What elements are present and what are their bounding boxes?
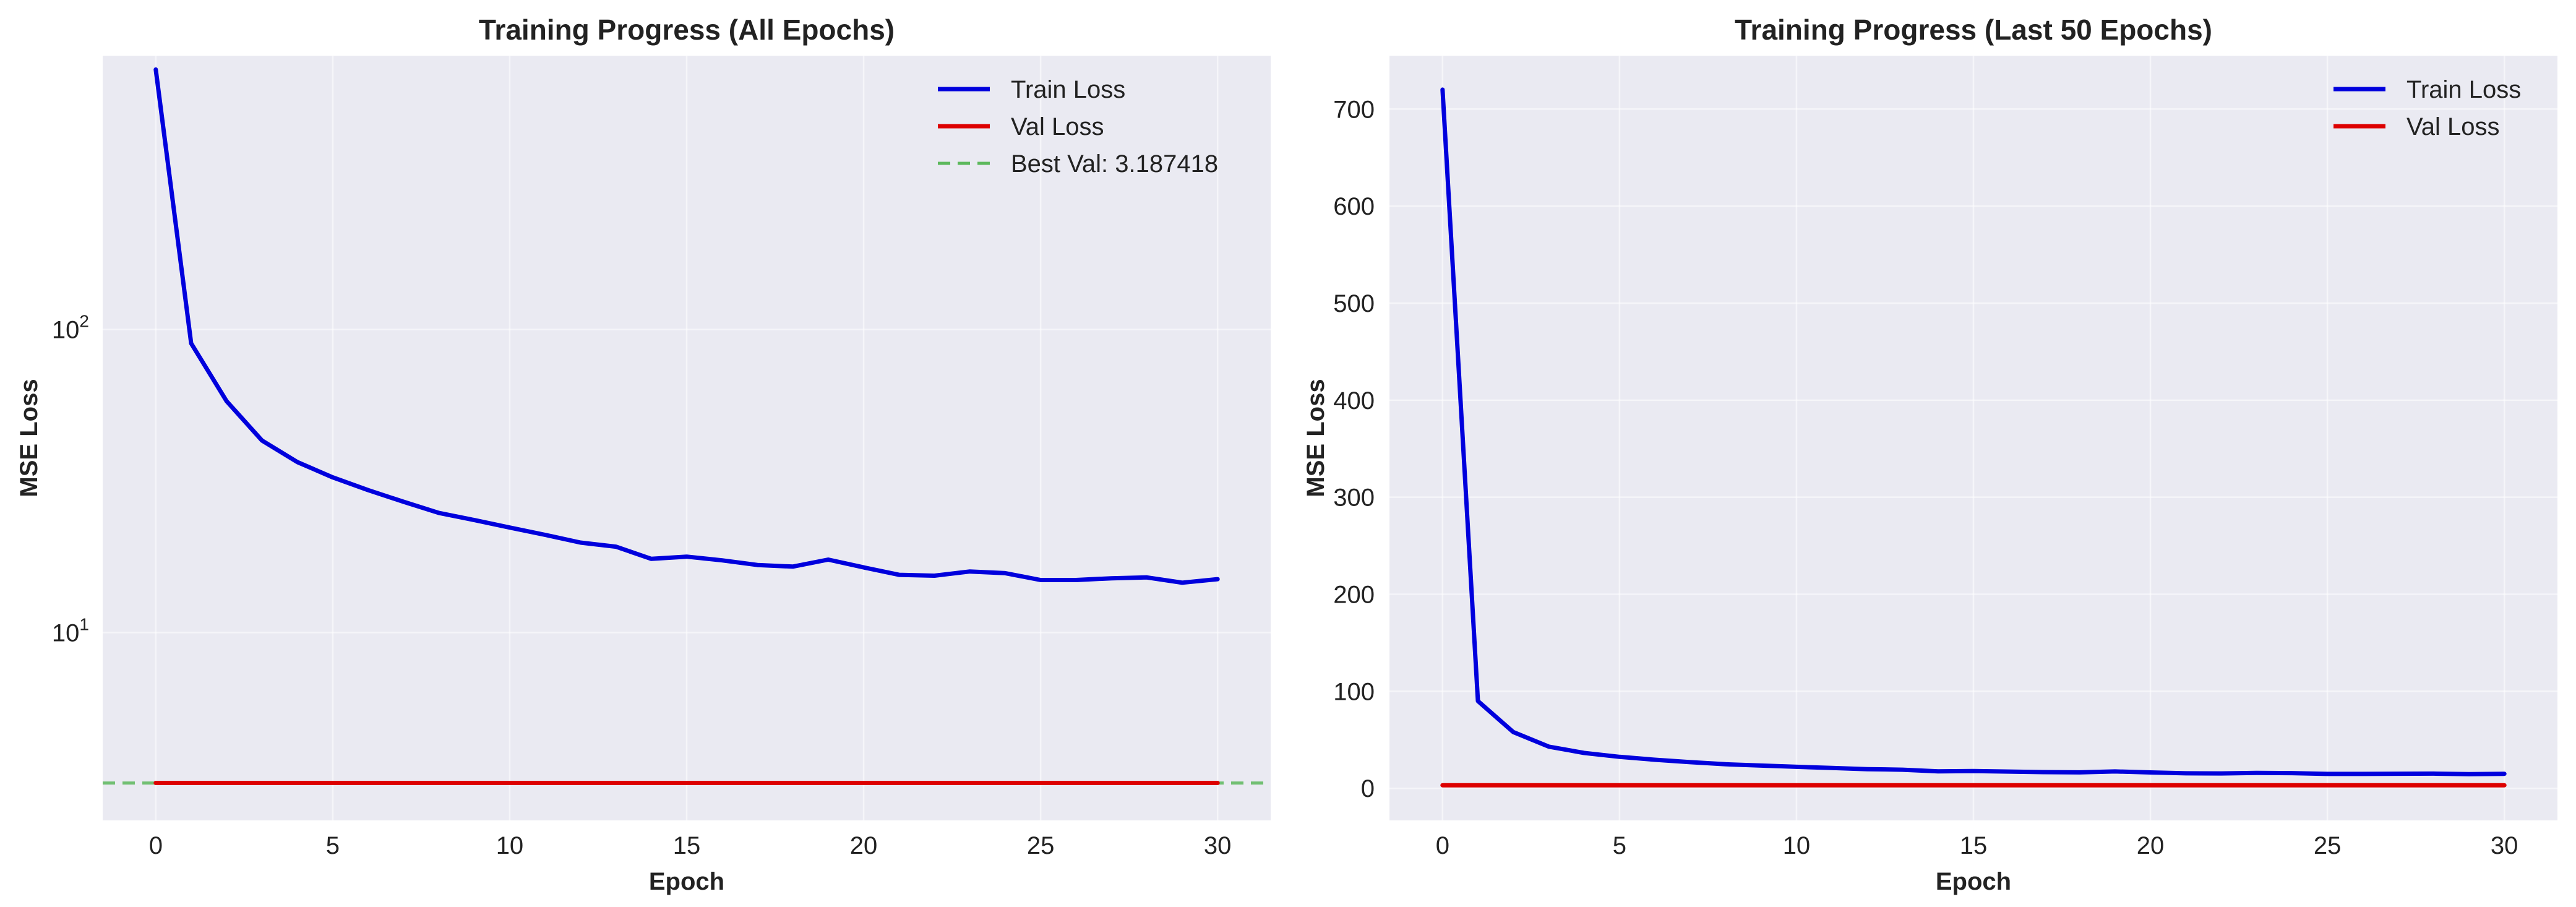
x-tick-label: 10	[1783, 832, 1811, 859]
y-tick-label: 700	[1333, 96, 1375, 123]
chart-title: Training Progress (Last 50 Epochs)	[1735, 14, 2212, 46]
x-tick-label: 0	[149, 832, 163, 859]
x-tick-label: 5	[326, 832, 340, 859]
legend-label: Val Loss	[2406, 113, 2499, 140]
legend: Train Loss Val Loss Best Val: 3.187418	[938, 76, 1218, 178]
legend-label: Best Val: 3.187418	[1011, 150, 1218, 178]
train-loss-line	[1440, 87, 2507, 776]
legend-label: Train Loss	[2406, 76, 2521, 103]
x-tick-label: 30	[2491, 832, 2518, 859]
y-tick-label: 600	[1333, 193, 1375, 220]
x-tick-label: 25	[1027, 832, 1055, 859]
x-axis-label: Epoch	[649, 868, 724, 895]
y-tick-label: 101	[52, 614, 89, 647]
y-tick-label: 400	[1333, 387, 1375, 415]
y-axis-label: MSE Loss	[1302, 379, 1329, 497]
y-axis-label: MSE Loss	[15, 379, 43, 497]
train-loss-line	[153, 67, 1220, 585]
x-tick-label: 15	[1960, 832, 1988, 859]
x-tick-label: 20	[850, 832, 878, 859]
y-tick-label: 102	[52, 311, 89, 343]
x-tick-label: 25	[2314, 832, 2342, 859]
chart-last-50-epochs: 0 5 10 15 20 25 300100200300400500600700Traini…	[1302, 14, 2557, 895]
x-tick-label: 15	[673, 832, 701, 859]
x-tick-label: 5	[1613, 832, 1626, 859]
legend: Train Loss Val Loss	[2333, 76, 2521, 140]
x-tick-label: 30	[1204, 832, 1232, 859]
legend-label: Val Loss	[1011, 113, 1104, 140]
x-tick-label: 10	[496, 832, 524, 859]
chart-title: Training Progress (All Epochs)	[479, 14, 895, 46]
y-tick-label: 100	[1333, 678, 1375, 705]
y-tick-label: 300	[1333, 484, 1375, 512]
chart-all-epochs: 0 5 10 15 20 25 30 101 102 Training Progress (All…	[15, 14, 1271, 895]
x-tick-label: 0	[1436, 832, 1449, 859]
y-tick-label: 200	[1333, 582, 1375, 609]
x-axis-label: Epoch	[1936, 868, 2011, 895]
legend-label: Train Loss	[1011, 76, 1125, 103]
x-tick-label: 20	[2137, 832, 2165, 859]
y-tick-label: 500	[1333, 290, 1375, 317]
y-tick-label: 0	[1361, 775, 1375, 802]
